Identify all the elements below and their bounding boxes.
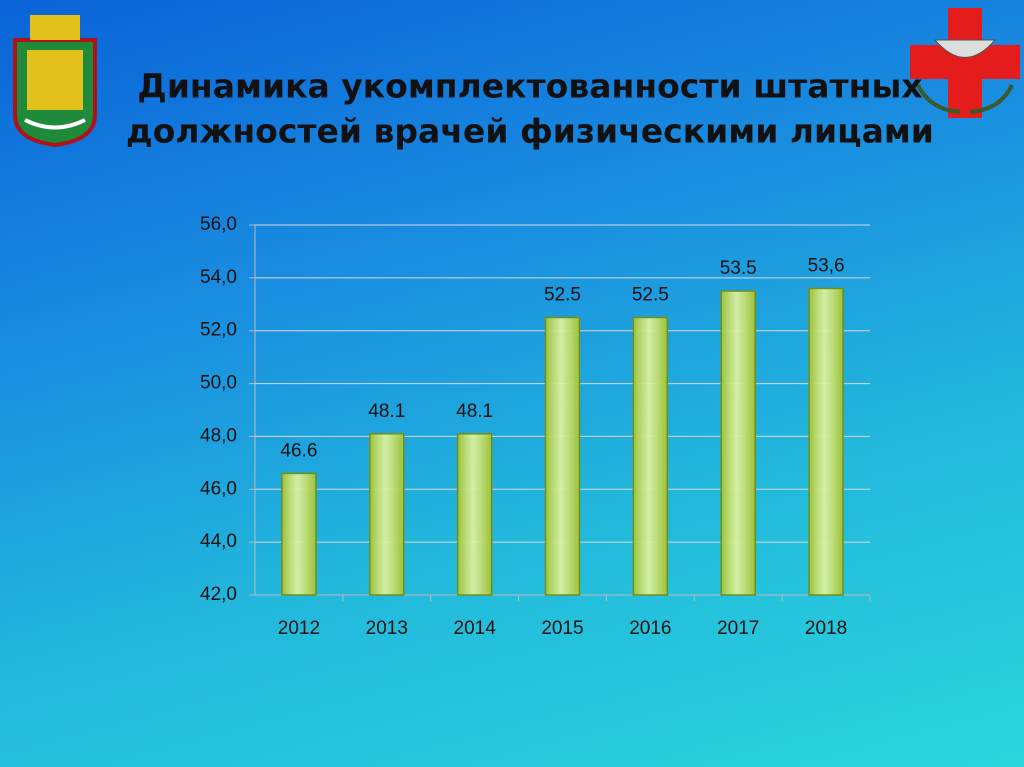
bar [456,433,493,596]
x-tick-label: 2012 [278,618,320,639]
y-tick-label: 54,0 [200,267,237,288]
x-tick-label: 2014 [454,618,497,639]
bar [632,316,669,596]
value-label: 53.5 [720,258,757,279]
value-label: 48.1 [368,401,405,422]
bar [720,290,756,596]
y-tick-label: 56,0 [200,214,237,235]
y-tick-label: 48,0 [200,425,237,446]
chart-title: Динамика укомплектованности штатных [137,67,922,106]
chart-title: должностей врачей физическими лицами [126,112,934,151]
x-tick-label: 2018 [805,618,847,639]
x-tick-label: 2015 [541,618,583,639]
x-tick-label: 2017 [717,618,759,639]
value-label: 46.6 [280,440,317,461]
value-label: 53,6 [808,255,845,276]
y-tick-label: 50,0 [200,373,237,394]
x-tick-label: 2013 [366,618,408,639]
y-tick-label: 42,0 [200,584,237,605]
bar [369,433,405,596]
y-tick-label: 46,0 [200,478,237,499]
bar [808,287,844,596]
x-tick-label: 2016 [629,618,671,639]
medical-emblem [910,8,1020,118]
bar [544,316,581,596]
y-tick-label: 52,0 [200,320,237,341]
city-emblem [13,15,97,148]
value-label: 52.5 [544,285,581,306]
bar [281,472,317,596]
y-tick-label: 44,0 [200,531,237,552]
value-label: 48.1 [456,401,493,422]
value-label: 52.5 [632,285,669,306]
